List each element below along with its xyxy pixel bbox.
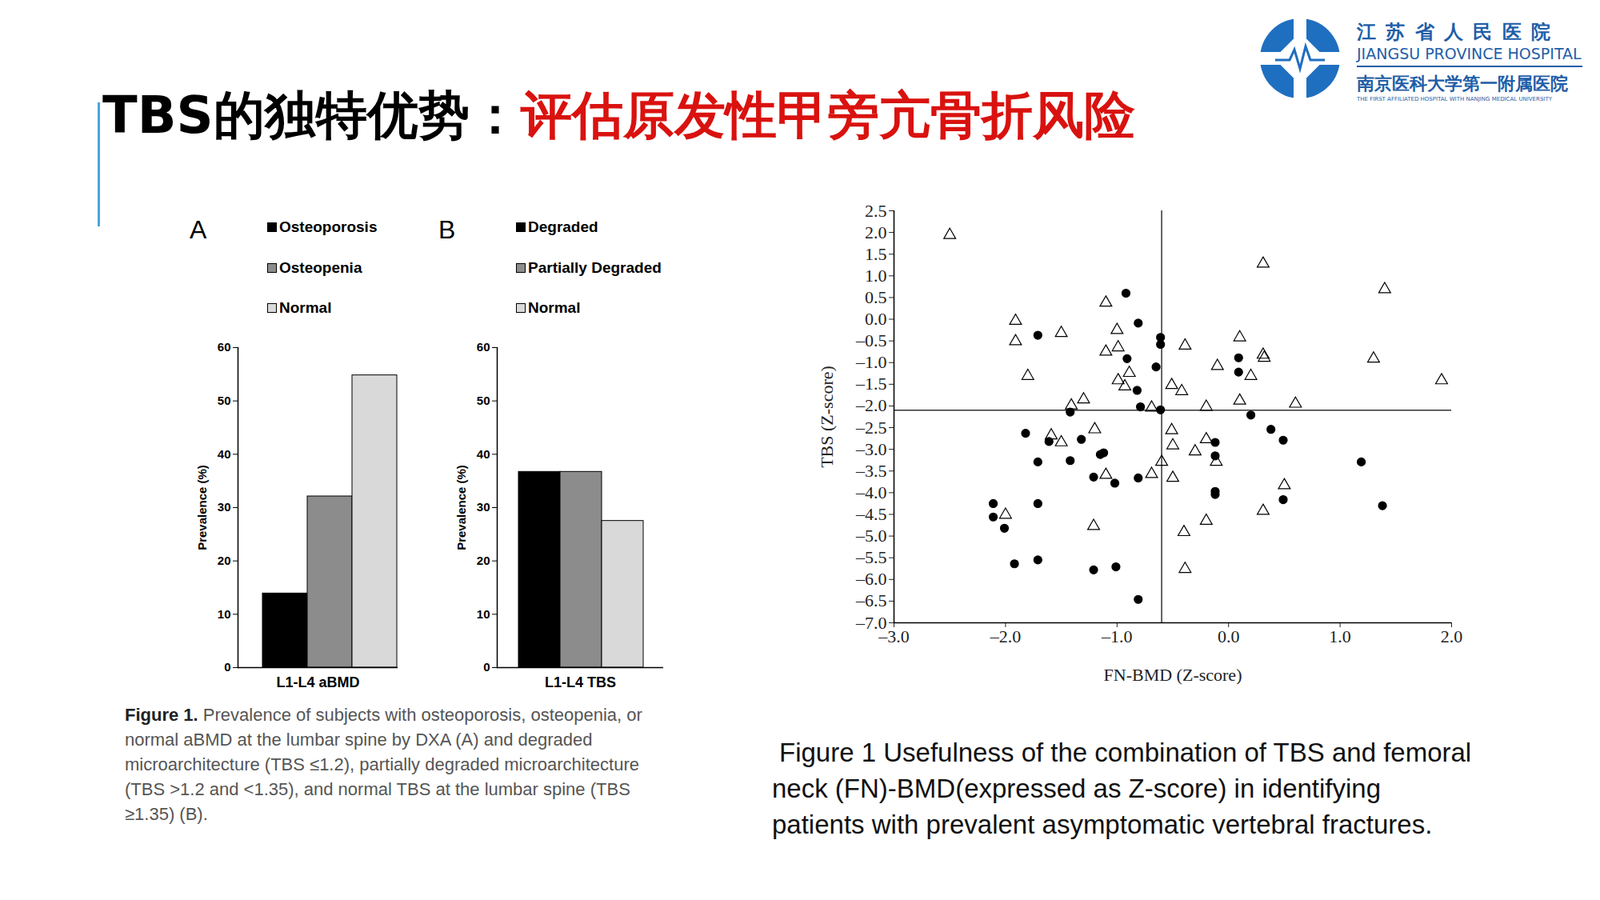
svg-text:TBS (Z-score): TBS (Z-score): [816, 365, 837, 468]
html-text:normal aBMD at the lumbar spin: normal aBMD at the lumbar spine by DXA (…: [124, 729, 593, 750]
svg-text:0.5: 0.5: [864, 287, 888, 308]
svg-text:30: 30: [217, 500, 232, 514]
svg-text:–1.0: –1.0: [1100, 626, 1133, 647]
html-text:Normal: Normal: [528, 299, 581, 316]
html-text:JIANGSU PROVINCE HOSPITAL: JIANGSU PROVINCE HOSPITAL: [1356, 44, 1582, 63]
svg-text:Prevalence (%): Prevalence (%): [195, 464, 209, 551]
svg-text:–1.0: –1.0: [855, 352, 888, 372]
html-text:Figure 1 Usefulness of the com: Figure 1 Usefulness of the combination o…: [779, 737, 1472, 768]
svg-text:10: 10: [476, 607, 491, 621]
svg-text:–4.5: –4.5: [855, 504, 888, 524]
svg-text:0: 0: [483, 660, 490, 674]
svg-text:50: 50: [476, 393, 491, 408]
svg-text:L1-L4 aBMD: L1-L4 aBMD: [276, 674, 360, 691]
html-text:B: B: [438, 215, 456, 244]
html-text:Osteoporosis: Osteoporosis: [279, 218, 378, 236]
svg-text:–2.0: –2.0: [855, 395, 888, 416]
svg-text:–4.0: –4.0: [855, 482, 888, 503]
html-text:Normal: Normal: [279, 299, 332, 316]
svg-text:40: 40: [217, 447, 232, 461]
html-text:Figure 1. Prevalence of subjec: Figure 1. Prevalence of subjects with os…: [124, 704, 643, 725]
html-text:patients with prevalent asympt: patients with prevalent asymptomatic ver…: [772, 809, 1433, 840]
svg-text:60: 60: [476, 340, 491, 354]
svg-text:–0.5: –0.5: [855, 330, 888, 351]
html-text:THE FIRST AFFILIATED HOSPITAL: THE FIRST AFFILIATED HOSPITAL WITH NANJI…: [1356, 96, 1552, 103]
svg-text:–1.5: –1.5: [855, 373, 888, 394]
svg-text:–6.0: –6.0: [855, 568, 888, 589]
svg-text:–3.0: –3.0: [855, 439, 888, 460]
svg-text:–6.5: –6.5: [855, 590, 888, 611]
html-text:≥1.35) (B).: ≥1.35) (B).: [124, 804, 208, 824]
svg-text:–2.0: –2.0: [989, 626, 1022, 647]
html-text:(TBS >1.2 and <1.35), and norm: (TBS >1.2 and <1.35), and normal TBS at …: [124, 779, 631, 800]
svg-text:0.0: 0.0: [1217, 626, 1240, 647]
html-text:neck (FN)-BMD(expressed as Z-s: neck (FN)-BMD(expressed as Z-score) in i…: [772, 773, 1381, 804]
svg-text:1.0: 1.0: [1328, 626, 1352, 647]
svg-text:–3.5: –3.5: [855, 460, 888, 481]
svg-text:20: 20: [217, 553, 232, 568]
svg-text:30: 30: [476, 500, 491, 514]
svg-text:0.0: 0.0: [864, 308, 888, 329]
html-text:Degraded: Degraded: [528, 218, 599, 236]
svg-text:10: 10: [217, 607, 232, 621]
html-text:南京医科大学第一附属医院: 南京医科大学第一附属医院: [1356, 73, 1568, 94]
svg-text:20: 20: [476, 553, 491, 568]
svg-text:–5.0: –5.0: [855, 525, 888, 546]
svg-text:–2.5: –2.5: [855, 417, 888, 438]
svg-text:–5.5: –5.5: [855, 547, 888, 568]
html-text:Partially Degraded: Partially Degraded: [528, 259, 662, 276]
svg-text:–7.0: –7.0: [856, 612, 887, 633]
html-text:microarchitecture (TBS ≤1.2),: microarchitecture (TBS ≤1.2), partially …: [124, 754, 640, 775]
html-text:TBS的独特优势：评估原发性甲旁亢骨折风险: TBS的独特优势：评估原发性甲旁亢骨折风险: [102, 85, 1135, 145]
svg-text:Prevalence (%): Prevalence (%): [454, 464, 468, 551]
svg-text:1.0: 1.0: [864, 265, 888, 286]
html-text:江 苏 省 人 民 医 院: 江 苏 省 人 民 医 院: [1356, 20, 1553, 44]
svg-text:40: 40: [476, 447, 491, 461]
svg-text:FN-BMD (Z-score): FN-BMD (Z-score): [1104, 664, 1243, 685]
svg-text:0: 0: [224, 660, 231, 674]
svg-text:2.5: 2.5: [864, 200, 888, 221]
svg-text:60: 60: [217, 340, 232, 354]
svg-text:L1-L4 TBS: L1-L4 TBS: [544, 674, 616, 691]
svg-text:2.0: 2.0: [864, 222, 888, 243]
svg-text:1.5: 1.5: [864, 244, 888, 264]
html-text:Osteopenia: Osteopenia: [279, 259, 362, 276]
html-text:A: A: [189, 215, 207, 244]
svg-text:–3.0: –3.0: [877, 626, 910, 647]
svg-text:2.0: 2.0: [1440, 626, 1464, 647]
svg-text:50: 50: [217, 393, 232, 408]
